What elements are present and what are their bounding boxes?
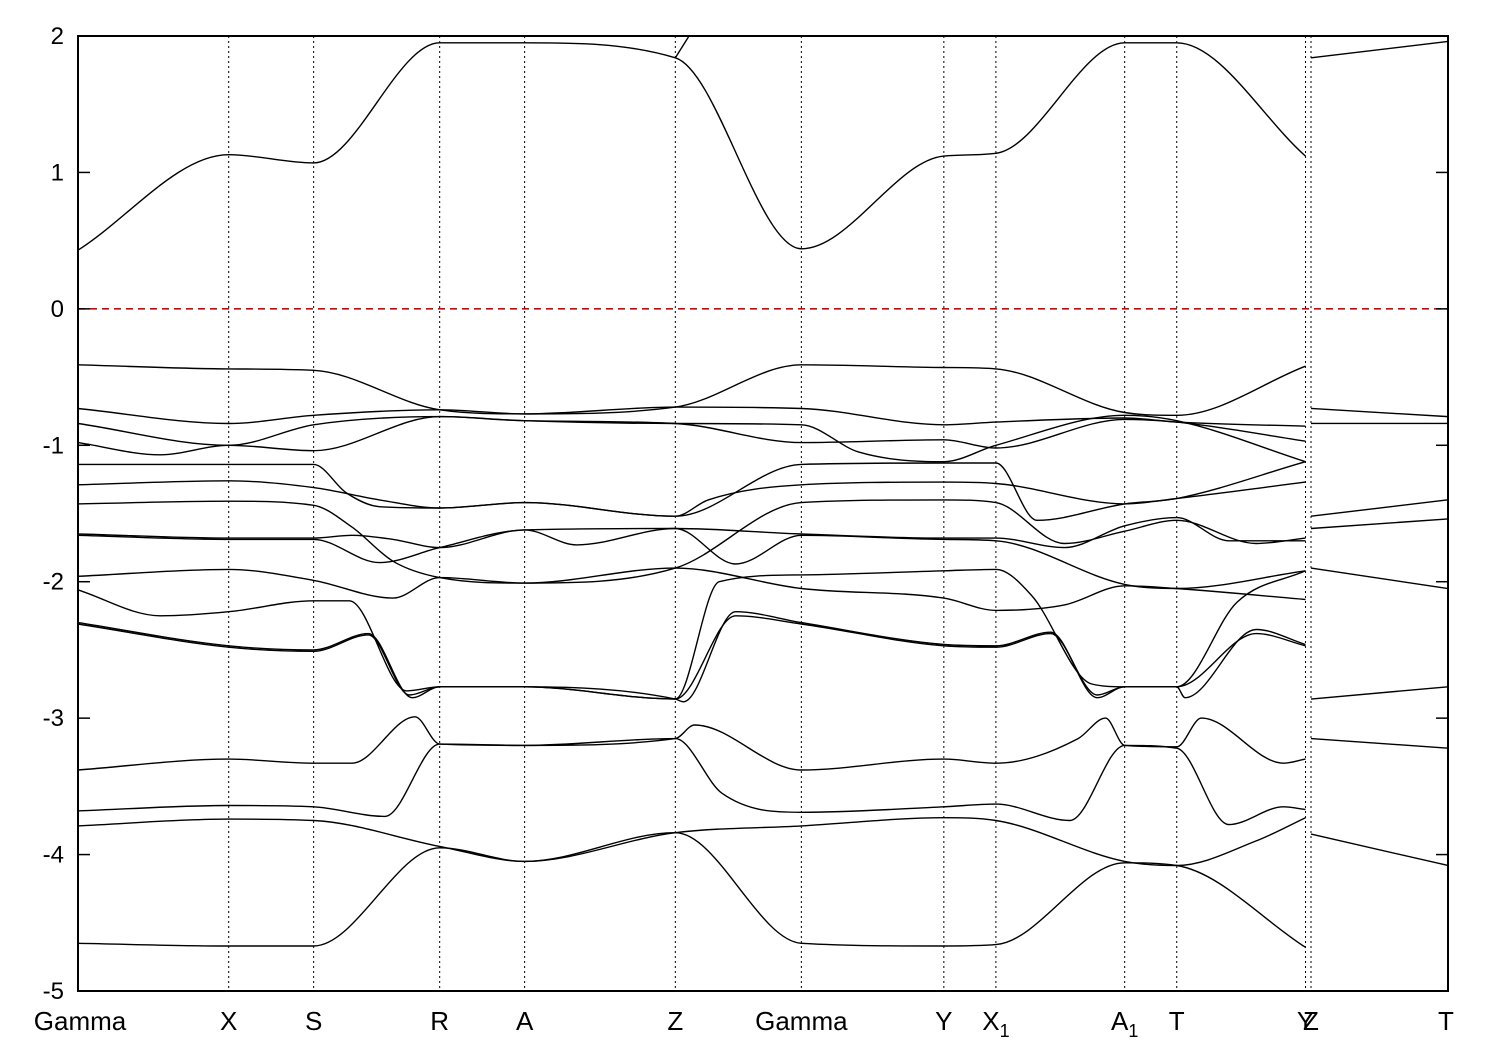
band-line-18 [77, 737, 1306, 826]
band-line-16 [77, 615, 1306, 700]
band-line-4 [77, 364, 1306, 417]
x-tick-label: A [516, 1006, 534, 1036]
x-tick-label: Y [1297, 1006, 1314, 1036]
band-line-19 [77, 816, 1306, 867]
y-tick-label: -3 [43, 705, 64, 732]
band-line-7 [77, 414, 1306, 463]
bands-group [77, 35, 1449, 948]
x-tick-label: Z [1303, 1006, 1319, 1036]
band-line-25 [1310, 567, 1449, 590]
y-tick-label: 1 [51, 159, 64, 186]
x-tick-label: Z [667, 1006, 683, 1036]
x-tick-label: Gamma [755, 1006, 848, 1036]
x-tick-label: T [1438, 1006, 1454, 1036]
band-line-21 [1310, 407, 1449, 418]
band-line-5 [77, 406, 1306, 427]
band-line-24 [1310, 518, 1449, 530]
x-tick-label: Y [935, 1006, 952, 1036]
band-line-2 [674, 35, 690, 59]
x-tick-label: S [305, 1006, 322, 1036]
band-line-13 [77, 567, 1306, 612]
y-tick-label: 0 [51, 296, 64, 323]
y-tick-label: -2 [43, 569, 64, 596]
x-tick-label: X [220, 1006, 237, 1036]
band-line-10 [77, 499, 1306, 584]
band-line-1 [77, 42, 1306, 251]
band-line-23 [1310, 499, 1449, 517]
kpoint-grid-lines [228, 36, 1312, 991]
plot-frame [77, 35, 1449, 992]
band-line-12 [77, 527, 1306, 590]
y-axis: -5 -4 -3 -2 -1 0 1 2 [43, 23, 1448, 1005]
y-tick-label: 2 [51, 23, 64, 50]
band-line-28 [1310, 833, 1449, 867]
x-tick-label: T [1169, 1006, 1185, 1036]
band-line-6 [77, 415, 1306, 449]
band-line-9 [77, 480, 1306, 517]
band-line-27 [1310, 737, 1449, 749]
x-tick-label: R [430, 1006, 449, 1036]
band-line-20 [77, 831, 1306, 948]
y-tick-label: -4 [43, 842, 64, 869]
y-tick-label: -5 [43, 978, 64, 1005]
y-tick-label: -1 [43, 432, 64, 459]
x-tick-label: Gamma [34, 1006, 127, 1036]
x-axis: Gamma X S R A Z Gamma Y X1 A1 T YZ T [34, 1006, 1454, 1041]
band-line-26 [1310, 686, 1449, 700]
band-line-3 [1310, 40, 1449, 59]
